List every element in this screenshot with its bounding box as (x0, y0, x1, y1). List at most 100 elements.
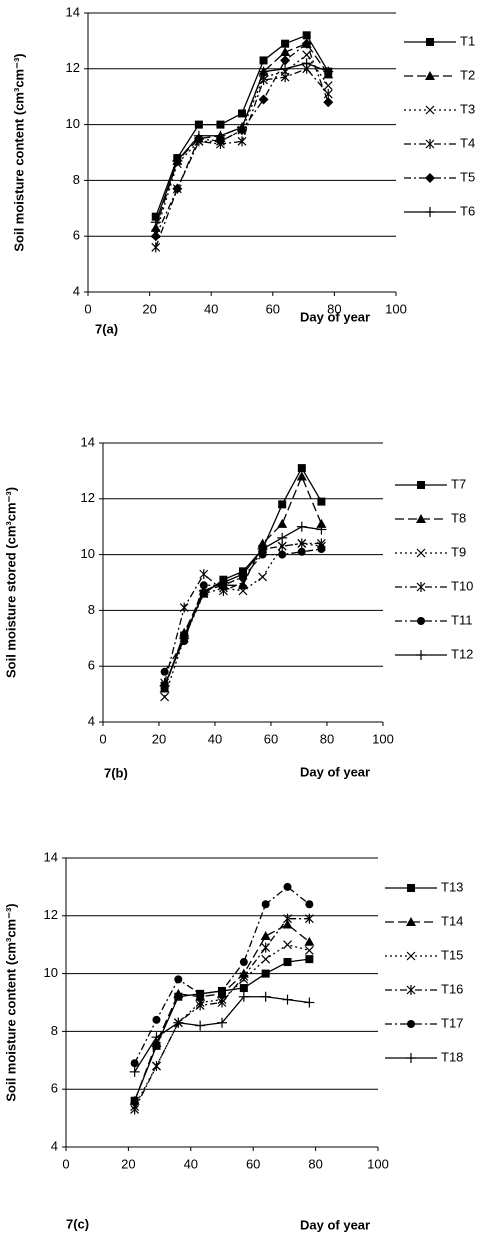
x-tick-label: 40 (204, 301, 218, 316)
marker (173, 1017, 184, 1028)
marker (239, 958, 248, 967)
legend-label: T13 (441, 879, 463, 894)
marker (217, 1017, 227, 1028)
y-tick-label: 8 (88, 602, 95, 617)
marker (425, 173, 435, 183)
marker (172, 183, 183, 194)
marker-shape (283, 958, 292, 967)
x-axis-title: Day of year (300, 1217, 370, 1232)
marker (296, 521, 307, 532)
marker (425, 207, 435, 217)
marker (302, 31, 311, 40)
y-axis-title: Soil moisture content (cm³cm⁻³) (11, 53, 26, 251)
marker (278, 550, 287, 559)
marker (194, 120, 203, 129)
marker (195, 1020, 206, 1031)
x-tick-label: 0 (99, 731, 106, 746)
marker-shape (407, 884, 415, 892)
marker (199, 581, 208, 590)
marker (305, 900, 314, 909)
marker-shape (406, 951, 416, 961)
marker-shape (283, 940, 292, 950)
marker-shape (130, 1059, 139, 1068)
marker (261, 954, 271, 964)
marker (215, 130, 226, 141)
marker (406, 1053, 416, 1063)
marker (173, 988, 184, 998)
marker-shape (238, 109, 246, 118)
marker (258, 94, 269, 105)
marker-shape (425, 105, 435, 115)
marker (417, 481, 425, 489)
marker-shape (281, 39, 290, 48)
marker (277, 532, 288, 543)
series-line (134, 996, 310, 1073)
legend-label: T6 (460, 203, 475, 218)
legend-label: T12 (451, 646, 473, 661)
marker (261, 900, 270, 909)
marker (282, 994, 293, 1005)
y-tick-label: 12 (66, 60, 80, 75)
marker-shape (417, 617, 425, 625)
marker (239, 971, 249, 982)
series-line (134, 886, 310, 1064)
series-line (155, 42, 329, 229)
marker (304, 997, 315, 1008)
x-tick-label: 20 (152, 731, 166, 746)
legend-label: T8 (451, 510, 466, 525)
marker (238, 109, 246, 118)
marker-shape (323, 81, 333, 90)
marker-shape (160, 692, 170, 702)
marker (199, 569, 209, 580)
x-tick-label: 100 (367, 1156, 389, 1171)
marker-shape (297, 464, 306, 473)
legend-label: T4 (460, 135, 475, 150)
x-tick-label: 80 (320, 731, 334, 746)
marker (151, 1037, 162, 1047)
marker-shape (174, 975, 183, 984)
marker (151, 242, 161, 253)
marker-shape (259, 56, 268, 65)
marker-shape (150, 222, 161, 232)
marker (282, 919, 293, 929)
marker (407, 884, 415, 892)
marker (323, 97, 334, 108)
marker (129, 1095, 140, 1105)
marker-shape (426, 38, 434, 46)
x-tick-label: 60 (246, 1156, 260, 1171)
marker (238, 569, 248, 580)
marker (258, 572, 268, 582)
series-line (163, 526, 322, 686)
marker (280, 63, 291, 74)
legend-label: T1 (460, 33, 475, 48)
marker-shape (417, 481, 425, 489)
marker (174, 975, 183, 984)
marker (406, 985, 416, 995)
marker (297, 547, 306, 556)
legend-label: T17 (441, 1015, 463, 1030)
marker (416, 650, 426, 660)
marker (215, 136, 226, 147)
y-tick-label: 6 (88, 658, 95, 673)
marker (323, 81, 333, 90)
marker (151, 212, 160, 221)
marker (283, 882, 292, 891)
marker (261, 942, 271, 953)
marker (150, 231, 161, 242)
marker-shape (280, 55, 291, 66)
marker-shape (277, 518, 288, 528)
x-tick-label: 40 (184, 1156, 198, 1171)
marker-shape (239, 984, 248, 993)
marker-shape (218, 986, 226, 995)
series-line (163, 542, 322, 684)
marker-shape (258, 94, 269, 105)
marker-shape (152, 1015, 161, 1024)
y-tick-label: 6 (73, 228, 80, 243)
marker (304, 913, 314, 924)
legend-label: T18 (441, 1049, 463, 1064)
legend-label: T7 (451, 476, 466, 491)
marker-shape (129, 1095, 140, 1105)
y-tick-label: 4 (73, 283, 80, 298)
y-tick-label: 6 (51, 1081, 58, 1096)
